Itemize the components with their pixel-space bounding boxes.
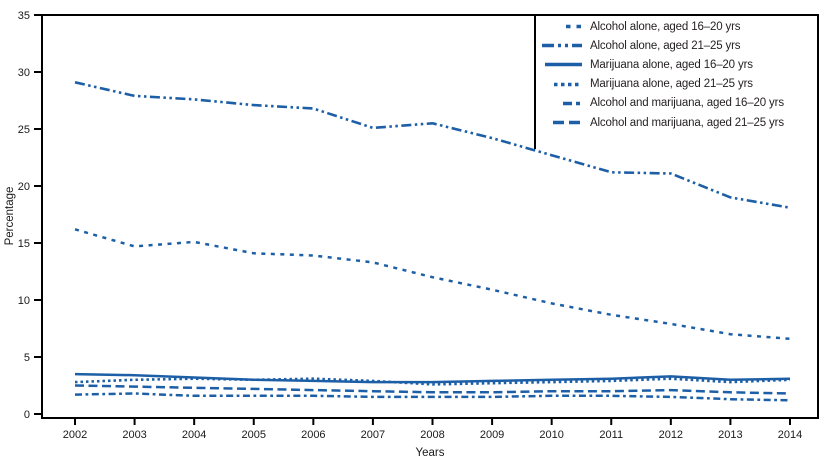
x-tick-label: 2008 xyxy=(420,429,444,441)
x-tick-label: 2002 xyxy=(63,429,87,441)
series-line-alcohol-and-marijuana-aged-21-25-yrs xyxy=(74,384,791,395)
legend-line-swatch xyxy=(536,82,590,87)
legend-item-label: Alcohol alone, aged 21–25 yrs xyxy=(590,39,741,52)
y-tick-label: 5 xyxy=(24,352,30,364)
y-axis-title: Percentage xyxy=(4,186,16,246)
legend-line-swatch xyxy=(536,120,590,125)
legend: Alcohol alone, aged 16–20 yrs Alcohol alo… xyxy=(534,16,816,149)
plot-frame xyxy=(41,14,819,419)
y-tick-label: 10 xyxy=(18,295,30,307)
legend-line-swatch xyxy=(536,101,590,106)
x-tick-label: 2011 xyxy=(599,429,623,441)
legend-item: Alcohol alone, aged 16–20 yrs xyxy=(536,17,816,36)
x-tick-label: 2012 xyxy=(659,429,683,441)
x-tick-label: 2014 xyxy=(778,429,802,441)
y-tick-label: 20 xyxy=(18,181,30,193)
legend-item: Marijuana alone, aged 16–20 yrs xyxy=(536,55,816,74)
legend-item-label: Alcohol and marijuana, aged 21–25 yrs xyxy=(590,116,784,129)
legend-line-swatch xyxy=(536,43,590,48)
x-tick-label: 2009 xyxy=(480,429,504,441)
x-tick-label: 2004 xyxy=(182,429,206,441)
legend-item: Alcohol and marijuana, aged 16–20 yrs xyxy=(536,94,816,113)
legend-item-label: Marijuana alone, aged 16–20 yrs xyxy=(590,58,753,71)
y-tick-label: 25 xyxy=(18,124,30,136)
legend-item: Marijuana alone, aged 21–25 yrs xyxy=(536,75,816,94)
series-line-alcohol-alone-aged-16-20-yrs xyxy=(74,228,791,341)
series-line-marijuana-alone-aged-16-20-yrs xyxy=(74,372,791,384)
legend-item-label: Alcohol alone, aged 16–20 yrs xyxy=(590,20,741,33)
y-tick-label: 30 xyxy=(18,67,30,79)
y-tick-label: 35 xyxy=(18,10,30,22)
x-tick-label: 2007 xyxy=(361,429,385,441)
x-tick-label: 2003 xyxy=(122,429,146,441)
x-tick-label: 2006 xyxy=(301,429,325,441)
series-line-alcohol-alone-aged-21-25-yrs xyxy=(74,81,791,209)
legend-item-label: Marijuana alone, aged 21–25 yrs xyxy=(590,78,753,91)
legend-line-swatch xyxy=(536,24,590,29)
y-tick-label: 0 xyxy=(24,409,30,421)
legend-line-swatch xyxy=(536,62,590,67)
x-tick-label: 2010 xyxy=(539,429,563,441)
y-tick-label: 15 xyxy=(18,238,30,250)
x-tick-label: 2005 xyxy=(242,429,266,441)
legend-item: Alcohol alone, aged 21–25 yrs xyxy=(536,36,816,55)
x-tick-label: 2013 xyxy=(718,429,742,441)
series-line-alcohol-and-marijuana-aged-16-20-yrs xyxy=(74,392,791,402)
legend-item: Alcohol and marijuana, aged 21–25 yrs xyxy=(536,113,816,132)
legend-item-label: Alcohol and marijuana, aged 16–20 yrs xyxy=(590,97,784,110)
series-line-marijuana-alone-aged-21-25-yrs xyxy=(74,377,791,386)
x-axis-title: Years xyxy=(415,447,445,459)
